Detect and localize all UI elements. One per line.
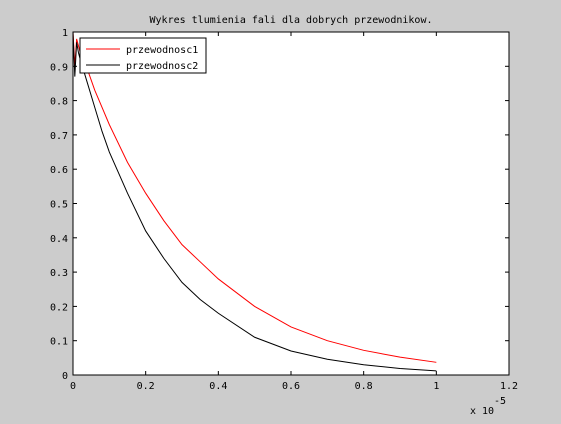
legend-label-przewodnosc1: przewodnosc1 [126,45,198,56]
y-tick-label: 0.2 [50,302,68,313]
series-layer [72,31,437,372]
chart-title: Wykres tlumienia fali dla dobrych przewo… [150,15,433,26]
x-tick-label: 0.8 [355,381,373,392]
y-tick-label: 0.1 [50,337,68,348]
x-tick-label: 0.6 [282,381,300,392]
y-tick-label: 0.5 [50,200,68,211]
legend-label-przewodnosc2: przewodnosc2 [126,61,198,72]
y-tick-label: 0.6 [50,165,68,176]
y-tick-label: 0.9 [50,62,68,73]
y-tick-label: 0.3 [50,268,68,279]
y-tick-label: 0.4 [50,234,68,245]
series-line-przewodnosc1 [72,31,437,363]
plot-area [73,32,509,375]
tick-layer: 0 0.2 0.4 0.6 0.8 1 1.2 0 0.1 0.2 0.3 0.4 0.5 0.6 0.7 0… [50,28,518,392]
y-tick-label: 1 [62,28,68,39]
x-tick-label: 0.4 [209,381,227,392]
x-tick-label: 1 [433,381,439,392]
y-tick-label: 0.7 [50,131,68,142]
y-tick-label: 0.8 [50,97,68,108]
legend: przewodnosc1 przewodnosc2 [79,37,207,74]
x-scale-note: x 10 [470,406,494,417]
x-tick-label: 0.2 [137,381,155,392]
x-tick-label: 0 [70,381,76,392]
y-tick-label: 0 [62,371,68,382]
series-line-przewodnosc2 [72,31,437,372]
x-scale-exponent: -5 [494,396,506,407]
legend-box [79,37,207,74]
x-tick-label: 1.2 [500,381,518,392]
